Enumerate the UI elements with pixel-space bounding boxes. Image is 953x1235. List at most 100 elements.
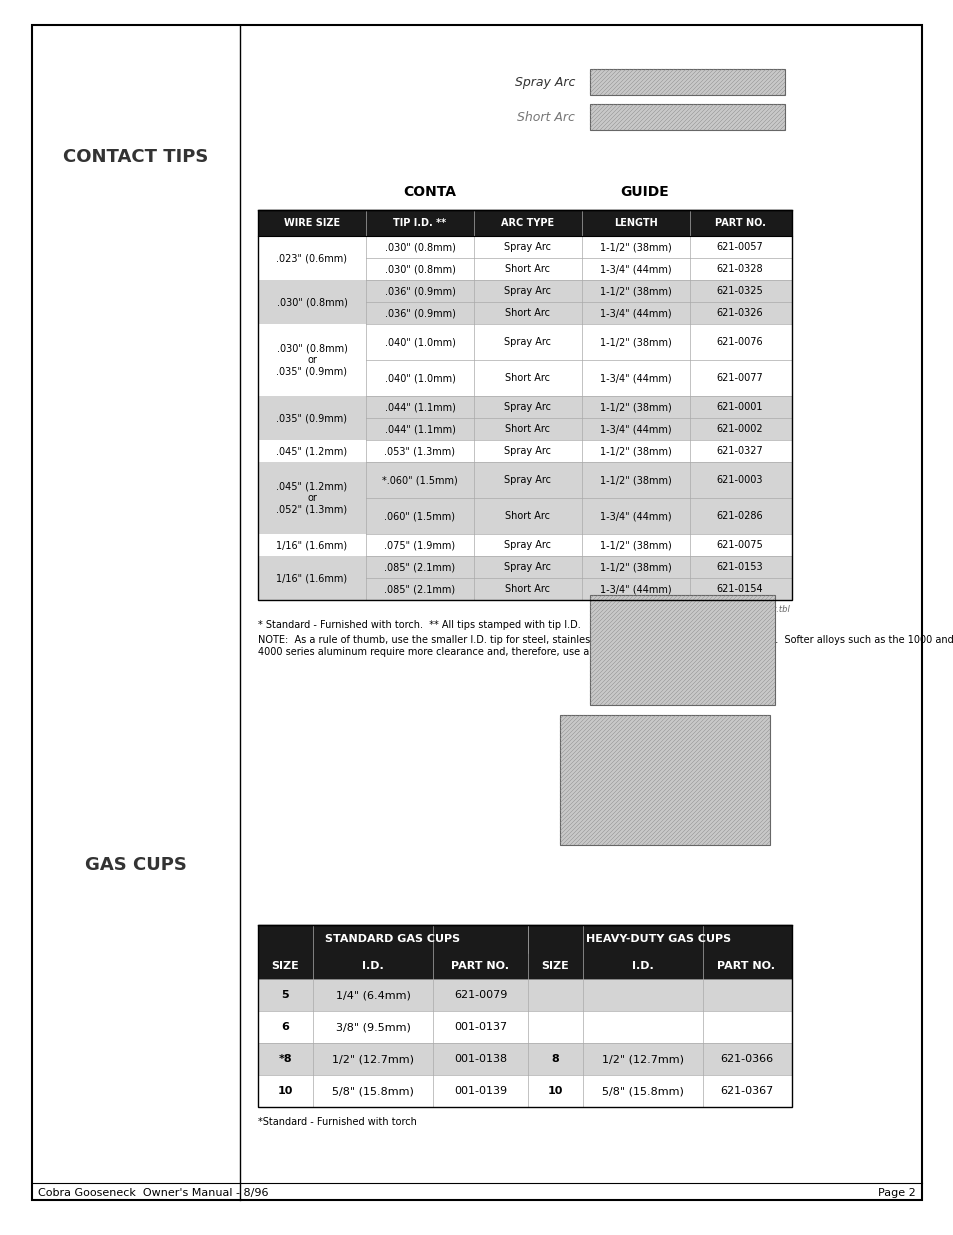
Text: * Standard - Furnished with torch.  ** All tips stamped with tip I.D.: * Standard - Furnished with torch. ** Al… bbox=[257, 620, 580, 630]
Text: 1/2" (12.7mm): 1/2" (12.7mm) bbox=[332, 1053, 414, 1065]
Text: 1/2" (12.7mm): 1/2" (12.7mm) bbox=[601, 1053, 683, 1065]
Text: 1-1/2" (38mm): 1-1/2" (38mm) bbox=[599, 287, 671, 296]
Text: STANDARD GAS CUPS: STANDARD GAS CUPS bbox=[325, 934, 460, 944]
Text: 621-0153: 621-0153 bbox=[716, 562, 762, 572]
Text: Short Arc: Short Arc bbox=[505, 424, 550, 433]
Text: TIP I.D. **: TIP I.D. ** bbox=[393, 219, 446, 228]
Text: Spray Arc: Spray Arc bbox=[504, 446, 551, 456]
Text: Spray Arc: Spray Arc bbox=[504, 403, 551, 412]
Text: 621-0367: 621-0367 bbox=[720, 1086, 772, 1095]
Text: SIZE: SIZE bbox=[272, 961, 299, 971]
Text: Spray Arc: Spray Arc bbox=[504, 540, 551, 550]
Text: 621-0328: 621-0328 bbox=[716, 264, 762, 274]
Text: *8: *8 bbox=[278, 1053, 292, 1065]
Text: 1/16" (1.6mm): 1/16" (1.6mm) bbox=[276, 573, 347, 583]
Text: LENGTH: LENGTH bbox=[614, 219, 658, 228]
Bar bbox=[257, 359, 791, 396]
Text: 1-1/2" (38mm): 1-1/2" (38mm) bbox=[599, 337, 671, 347]
Text: contact.tbl: contact.tbl bbox=[744, 605, 789, 614]
Bar bbox=[559, 715, 769, 845]
Text: 1-1/2" (38mm): 1-1/2" (38mm) bbox=[599, 540, 671, 550]
Text: ARC TYPE: ARC TYPE bbox=[501, 219, 554, 228]
Text: GUIDE: GUIDE bbox=[620, 185, 669, 199]
Text: .085" (2.1mm): .085" (2.1mm) bbox=[384, 562, 456, 572]
Bar bbox=[257, 979, 791, 1011]
Text: 621-0001: 621-0001 bbox=[716, 403, 762, 412]
Text: Short Arc: Short Arc bbox=[505, 584, 550, 594]
Text: 621-0326: 621-0326 bbox=[716, 308, 762, 317]
Bar bbox=[257, 396, 366, 440]
Text: Short Arc: Short Arc bbox=[517, 110, 575, 124]
Text: 621-0154: 621-0154 bbox=[716, 584, 762, 594]
Text: I.D.: I.D. bbox=[362, 961, 383, 971]
Bar bbox=[257, 210, 791, 600]
Text: 621-0327: 621-0327 bbox=[716, 446, 762, 456]
Bar bbox=[257, 556, 791, 578]
Text: 621-0286: 621-0286 bbox=[716, 511, 762, 521]
Text: 3/8" (9.5mm): 3/8" (9.5mm) bbox=[335, 1023, 410, 1032]
Bar bbox=[589, 104, 784, 130]
Text: *Standard - Furnished with torch: *Standard - Furnished with torch bbox=[257, 1116, 416, 1128]
Bar bbox=[257, 462, 791, 498]
Text: HEAVY-DUTY GAS CUPS: HEAVY-DUTY GAS CUPS bbox=[586, 934, 731, 944]
Text: 621-0002: 621-0002 bbox=[716, 424, 762, 433]
Bar bbox=[257, 280, 366, 324]
Text: 8: 8 bbox=[551, 1053, 558, 1065]
Text: 10: 10 bbox=[547, 1086, 562, 1095]
Bar bbox=[257, 440, 366, 462]
Bar bbox=[257, 417, 791, 440]
Text: Cobra Gooseneck  Owner's Manual - 8/96: Cobra Gooseneck Owner's Manual - 8/96 bbox=[38, 1188, 268, 1198]
Bar bbox=[257, 462, 366, 534]
Text: .040" (1.0mm): .040" (1.0mm) bbox=[384, 337, 455, 347]
Text: .030" (0.8mm): .030" (0.8mm) bbox=[384, 242, 455, 252]
Text: WIRE SIZE: WIRE SIZE bbox=[284, 219, 339, 228]
Text: Spray Arc: Spray Arc bbox=[504, 562, 551, 572]
Text: 621-0057: 621-0057 bbox=[716, 242, 762, 252]
Bar bbox=[257, 236, 366, 280]
Text: 621-0079: 621-0079 bbox=[454, 990, 507, 1000]
Bar bbox=[257, 953, 791, 979]
Bar bbox=[257, 534, 366, 556]
Text: 621-0076: 621-0076 bbox=[716, 337, 762, 347]
Text: 621-0003: 621-0003 bbox=[716, 475, 762, 485]
Bar bbox=[257, 925, 791, 1107]
Text: Short Arc: Short Arc bbox=[505, 264, 550, 274]
Bar bbox=[257, 324, 791, 359]
Bar bbox=[257, 396, 791, 417]
Text: 1-1/2" (38mm): 1-1/2" (38mm) bbox=[599, 242, 671, 252]
Text: 1-3/4" (44mm): 1-3/4" (44mm) bbox=[599, 308, 671, 317]
Text: Page 2: Page 2 bbox=[878, 1188, 915, 1198]
Text: Spray Arc: Spray Arc bbox=[504, 287, 551, 296]
Bar bbox=[257, 578, 791, 600]
Text: 1-1/2" (38mm): 1-1/2" (38mm) bbox=[599, 562, 671, 572]
Text: 5/8" (15.8mm): 5/8" (15.8mm) bbox=[601, 1086, 683, 1095]
Text: .030" (0.8mm): .030" (0.8mm) bbox=[276, 296, 347, 308]
Text: .060" (1.5mm): .060" (1.5mm) bbox=[384, 511, 455, 521]
Text: I.D.: I.D. bbox=[632, 961, 653, 971]
Text: 10: 10 bbox=[277, 1086, 293, 1095]
Text: SIZE: SIZE bbox=[541, 961, 569, 971]
Bar bbox=[589, 69, 784, 95]
Text: 621-0075: 621-0075 bbox=[716, 540, 762, 550]
Text: PART NO.: PART NO. bbox=[451, 961, 509, 971]
Text: Spray Arc: Spray Arc bbox=[504, 475, 551, 485]
Text: Spray Arc: Spray Arc bbox=[504, 242, 551, 252]
Bar bbox=[257, 1011, 791, 1044]
Text: 1-3/4" (44mm): 1-3/4" (44mm) bbox=[599, 584, 671, 594]
Text: Spray Arc: Spray Arc bbox=[504, 337, 551, 347]
Text: NOTE:  As a rule of thumb, use the smaller I.D. tip for steel, stainless steel a: NOTE: As a rule of thumb, use the smalle… bbox=[257, 635, 953, 657]
Bar bbox=[257, 303, 791, 324]
Text: 1-1/2" (38mm): 1-1/2" (38mm) bbox=[599, 446, 671, 456]
Bar bbox=[257, 440, 791, 462]
Bar bbox=[257, 534, 791, 556]
Bar bbox=[257, 236, 791, 258]
Bar bbox=[257, 1074, 791, 1107]
Text: 5: 5 bbox=[281, 990, 289, 1000]
Text: .023" (0.6mm): .023" (0.6mm) bbox=[276, 253, 347, 263]
Text: .085" (2.1mm): .085" (2.1mm) bbox=[384, 584, 456, 594]
Text: .036" (0.9mm): .036" (0.9mm) bbox=[384, 308, 455, 317]
Text: .040" (1.0mm): .040" (1.0mm) bbox=[384, 373, 455, 383]
Text: 001-0138: 001-0138 bbox=[454, 1053, 507, 1065]
Text: 1-3/4" (44mm): 1-3/4" (44mm) bbox=[599, 373, 671, 383]
Bar bbox=[257, 556, 366, 600]
